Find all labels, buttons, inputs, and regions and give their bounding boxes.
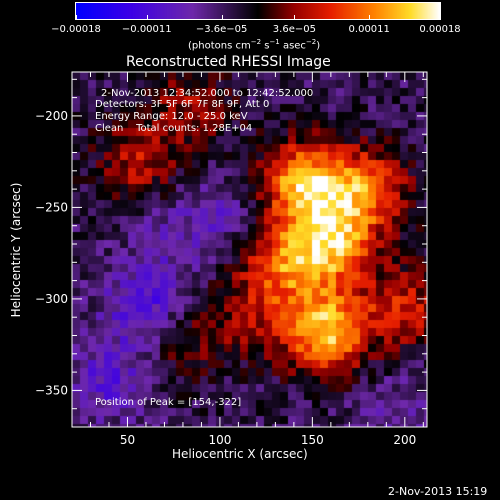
x-tick-label: 100 [208,433,231,447]
colorbar-tick-mark [76,15,77,19]
y-tick-label: −200 [35,109,68,123]
annotation-clean: Clean Total counts: 1.28E+04 [95,123,253,134]
colorbar-tick-label: −0.00018 [51,24,101,35]
colorbar-tick-label: 3.6e−05 [272,24,316,35]
footer-timestamp: 2-Nov-2013 15:19 [388,485,488,498]
colorbar-tick-mark [369,15,371,19]
chart-title: Reconstructed RHESSI Image [126,54,331,70]
colorbar-tick-label: 0.00011 [348,24,390,35]
y-tick-label: −250 [35,200,68,214]
colorbar-tick-label: −0.00011 [121,24,172,35]
colorbar-tick-mark [440,15,441,19]
x-tick-label: 200 [393,433,416,447]
colorbar-tick-label: −3.6e−05 [195,24,248,35]
y-tick-label: −350 [35,383,68,397]
colorbar-frame [75,2,441,20]
colorbar-gradient [76,3,440,19]
colorbar-tick-label: 0.00018 [419,24,461,35]
colorbar-tick-mark [146,15,148,19]
y-tick-label: −300 [35,292,68,306]
colorbar-unit-label: (photons cm−2 s−1 asec−2) [188,38,321,52]
y-axis-label: Heliocentric Y (arcsec) [9,182,23,318]
colorbar-tick-mark [221,15,223,19]
heatmap-image [72,72,427,427]
x-axis-label: Heliocentric X (arcsec) [172,447,308,461]
annotation-peak: Position of Peak = [154,-322] [95,397,242,408]
colorbar-tick-mark [294,15,296,19]
x-tick-label: 50 [120,433,135,447]
plot-frame [71,71,428,428]
x-tick-label: 150 [301,433,324,447]
annotation-detectors: Detectors: 3F 5F 6F 7F 8F 9F, Att 0 [95,99,270,110]
annotation-energy: Energy Range: 12.0 - 25.0 keV [95,111,248,122]
annotation-time-range: 2-Nov-2013 12:34:52.000 to 12:42:52.000 [101,88,314,99]
